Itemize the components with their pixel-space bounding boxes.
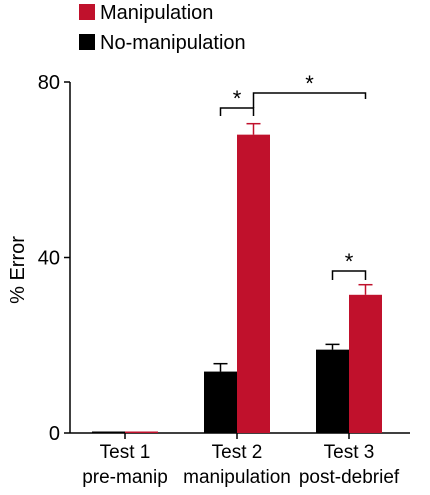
y-tick-label: 40 xyxy=(38,248,60,270)
significance-star: * xyxy=(233,86,242,111)
legend-swatch xyxy=(79,34,95,50)
significance-star: * xyxy=(305,71,314,96)
significance-bracket xyxy=(252,92,367,108)
bar xyxy=(204,371,237,433)
bar xyxy=(92,431,125,433)
legend-label: No-manipulation xyxy=(100,32,246,54)
category-label-line1: Test 1 xyxy=(100,442,151,463)
y-axis-label: % Error xyxy=(7,236,29,304)
category-labels: Test 1 pre-manip Test 2 manipulation Test 3 p… xyxy=(82,442,400,488)
legend: Manipulation No-manipulation xyxy=(79,2,246,54)
bars xyxy=(92,134,382,433)
category-label-line1: Test 2 xyxy=(212,442,263,463)
bar xyxy=(237,134,270,433)
y-tick-label: 80 xyxy=(38,72,60,94)
legend-swatch xyxy=(79,4,95,20)
category-label-line1: Test 3 xyxy=(324,442,375,463)
significance-star: * xyxy=(345,249,354,274)
category-label-line2: manipulation xyxy=(183,467,291,488)
bar xyxy=(349,294,382,433)
legend-label: Manipulation xyxy=(100,2,213,24)
bar xyxy=(316,349,349,433)
category-label-line2: post-debrief xyxy=(299,467,400,488)
bar xyxy=(125,431,158,433)
category-label-line2: pre-manip xyxy=(82,467,168,488)
significance-annotations: * * * xyxy=(219,71,367,280)
y-tick-label: 0 xyxy=(49,423,60,445)
significance-bracket xyxy=(219,107,255,116)
error-bars xyxy=(213,122,373,372)
significance-bracket xyxy=(331,270,367,280)
